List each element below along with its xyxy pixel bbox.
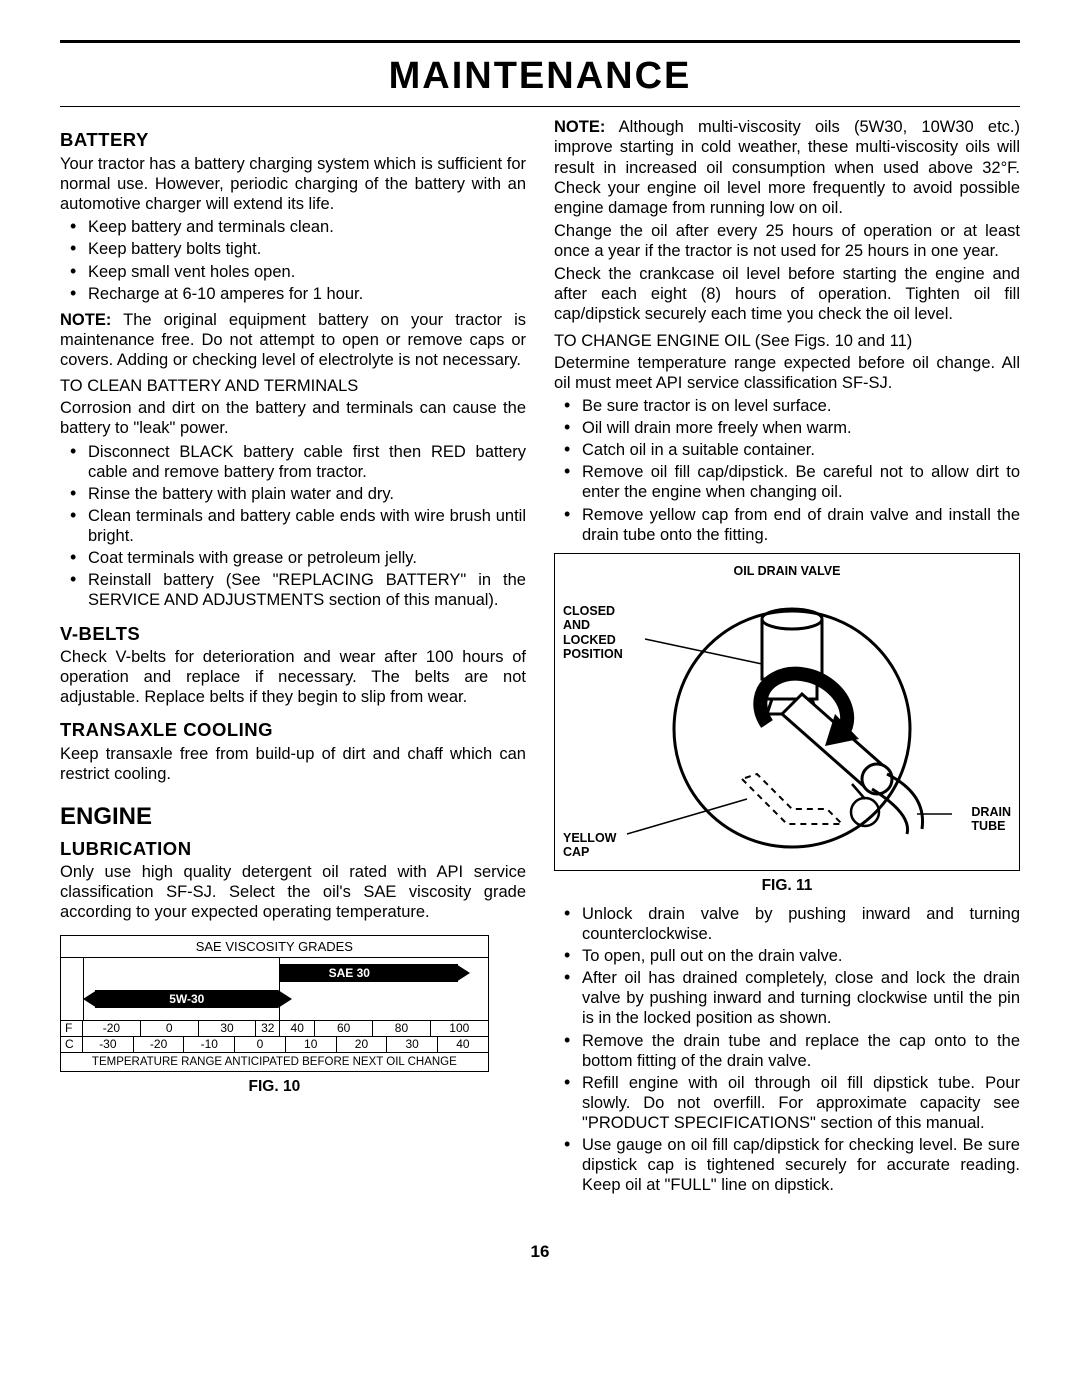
tick: 100 bbox=[431, 1021, 488, 1036]
battery-subhead: TO CLEAN BATTERY AND TERMINALS bbox=[60, 376, 526, 396]
fig11-label: FIG. 11 bbox=[554, 877, 1020, 896]
row-f-label: F bbox=[61, 1021, 83, 1036]
list-item: Use gauge on oil fill cap/dipstick for c… bbox=[582, 1135, 1020, 1195]
sae30-label: SAE 30 bbox=[329, 966, 370, 981]
list-item: Be sure tractor is on level surface. bbox=[582, 396, 1020, 416]
fig10-title: SAE VISCOSITY GRADES bbox=[61, 936, 488, 958]
row-c-label: C bbox=[61, 1037, 83, 1052]
vbelts-heading: V-BELTS bbox=[60, 623, 526, 646]
list-item: Remove yellow cap from end of drain valv… bbox=[582, 505, 1020, 545]
right-note: NOTE: Although multi-viscosity oils (5W3… bbox=[554, 117, 1020, 218]
list-item: Keep battery and terminals clean. bbox=[88, 217, 526, 237]
right-p2: Check the crankcase oil level before sta… bbox=[554, 264, 1020, 324]
list-item: Remove the drain tube and replace the ca… bbox=[582, 1031, 1020, 1071]
tick: -20 bbox=[83, 1021, 141, 1036]
list-item: To open, pull out on the drain valve. bbox=[582, 946, 1020, 966]
note-label: NOTE: bbox=[554, 118, 605, 136]
fig10-body: SAE 30 5W-30 bbox=[61, 957, 488, 1021]
list-item: Clean terminals and battery cable ends w… bbox=[88, 506, 526, 546]
list-item: Reinstall battery (See "REPLACING BATTER… bbox=[88, 570, 526, 610]
right-p1: Change the oil after every 25 hours of o… bbox=[554, 221, 1020, 261]
right-list2: Unlock drain valve by pushing inward and… bbox=[554, 904, 1020, 1196]
tick: 0 bbox=[235, 1037, 286, 1052]
page-title: MAINTENANCE bbox=[60, 43, 1020, 106]
battery-p2: Corrosion and dirt on the battery and te… bbox=[60, 398, 526, 438]
note-label: NOTE: bbox=[60, 311, 111, 329]
fig10-label: FIG. 10 bbox=[60, 1078, 489, 1097]
tick: -20 bbox=[134, 1037, 185, 1052]
left-column: BATTERY Your tractor has a battery charg… bbox=[60, 117, 526, 1201]
fig11-diagram: OIL DRAIN VALVE CLOSED AND LOCKED POSITI… bbox=[554, 553, 1020, 871]
tick: 60 bbox=[315, 1021, 373, 1036]
right-list1: Be sure tractor is on level surface. Oil… bbox=[554, 396, 1020, 545]
list-item: Coat terminals with grease or petroleum … bbox=[88, 548, 526, 568]
transaxle-p1: Keep transaxle free from build-up of dir… bbox=[60, 744, 526, 784]
w530-bar: 5W-30 bbox=[95, 990, 278, 1008]
note-body: Although multi-viscosity oils (5W30, 10W… bbox=[554, 118, 1020, 217]
fig10-row-f: F -20 0 30 32 40 60 80 100 bbox=[61, 1021, 488, 1037]
note-body: The original equipment battery on your t… bbox=[60, 311, 526, 369]
battery-note: NOTE: The original equipment battery on … bbox=[60, 310, 526, 370]
list-item: Catch oil in a suitable container. bbox=[582, 440, 1020, 460]
tick: 32 bbox=[256, 1021, 280, 1036]
tick: -10 bbox=[184, 1037, 235, 1052]
list-item: Unlock drain valve by pushing inward and… bbox=[582, 904, 1020, 944]
tick: 30 bbox=[199, 1021, 257, 1036]
battery-p1: Your tractor has a battery charging syst… bbox=[60, 154, 526, 214]
w530-arrow-r bbox=[278, 990, 292, 1008]
right-p3: Determine temperature range expected bef… bbox=[554, 353, 1020, 393]
sae30-arrow bbox=[456, 964, 470, 982]
tick: 0 bbox=[141, 1021, 199, 1036]
tick: 40 bbox=[280, 1021, 315, 1036]
battery-heading: BATTERY bbox=[60, 129, 526, 152]
fig10-row-c: C -30 -20 -10 0 10 20 30 40 bbox=[61, 1037, 488, 1053]
vbelts-p1: Check V-belts for deterioration and wear… bbox=[60, 647, 526, 707]
list-item: Keep battery bolts tight. bbox=[88, 239, 526, 259]
engine-heading: ENGINE bbox=[60, 802, 526, 831]
list-item: Refill engine with oil through oil fill … bbox=[582, 1073, 1020, 1133]
tick: -30 bbox=[83, 1037, 134, 1052]
tick: 80 bbox=[373, 1021, 431, 1036]
w530-label: 5W-30 bbox=[169, 992, 204, 1007]
w530-arrow-l bbox=[83, 990, 97, 1008]
page-number: 16 bbox=[60, 1242, 1020, 1263]
lubrication-p1: Only use high quality detergent oil rate… bbox=[60, 862, 526, 922]
title-rule bbox=[60, 106, 1020, 107]
right-column: NOTE: Although multi-viscosity oils (5W3… bbox=[554, 117, 1020, 1201]
fig11-svg bbox=[563, 564, 1011, 864]
list-item: Recharge at 6-10 amperes for 1 hour. bbox=[88, 284, 526, 304]
right-subhead: TO CHANGE ENGINE OIL (See Figs. 10 and 1… bbox=[554, 331, 1020, 351]
list-item: Oil will drain more freely when warm. bbox=[582, 418, 1020, 438]
fig10-caption: TEMPERATURE RANGE ANTICIPATED BEFORE NEX… bbox=[61, 1053, 488, 1071]
list-item: Rinse the battery with plain water and d… bbox=[88, 484, 526, 504]
list-item: Keep small vent holes open. bbox=[88, 262, 526, 282]
tick: 20 bbox=[337, 1037, 388, 1052]
lubrication-heading: LUBRICATION bbox=[60, 838, 526, 861]
list-item: After oil has drained completely, close … bbox=[582, 968, 1020, 1028]
columns: BATTERY Your tractor has a battery charg… bbox=[60, 117, 1020, 1201]
list-item: Remove oil fill cap/dipstick. Be careful… bbox=[582, 462, 1020, 502]
tick: 40 bbox=[438, 1037, 488, 1052]
transaxle-heading: TRANSAXLE COOLING bbox=[60, 719, 526, 742]
tick: 30 bbox=[387, 1037, 438, 1052]
list-item: Disconnect BLACK battery cable first the… bbox=[88, 442, 526, 482]
battery-list1: Keep battery and terminals clean. Keep b… bbox=[60, 217, 526, 304]
fig10-chart: SAE VISCOSITY GRADES SAE 30 5W-30 F -20 bbox=[60, 935, 489, 1072]
tick: 10 bbox=[286, 1037, 337, 1052]
sae30-bar: SAE 30 bbox=[279, 964, 458, 982]
battery-list2: Disconnect BLACK battery cable first the… bbox=[60, 442, 526, 611]
